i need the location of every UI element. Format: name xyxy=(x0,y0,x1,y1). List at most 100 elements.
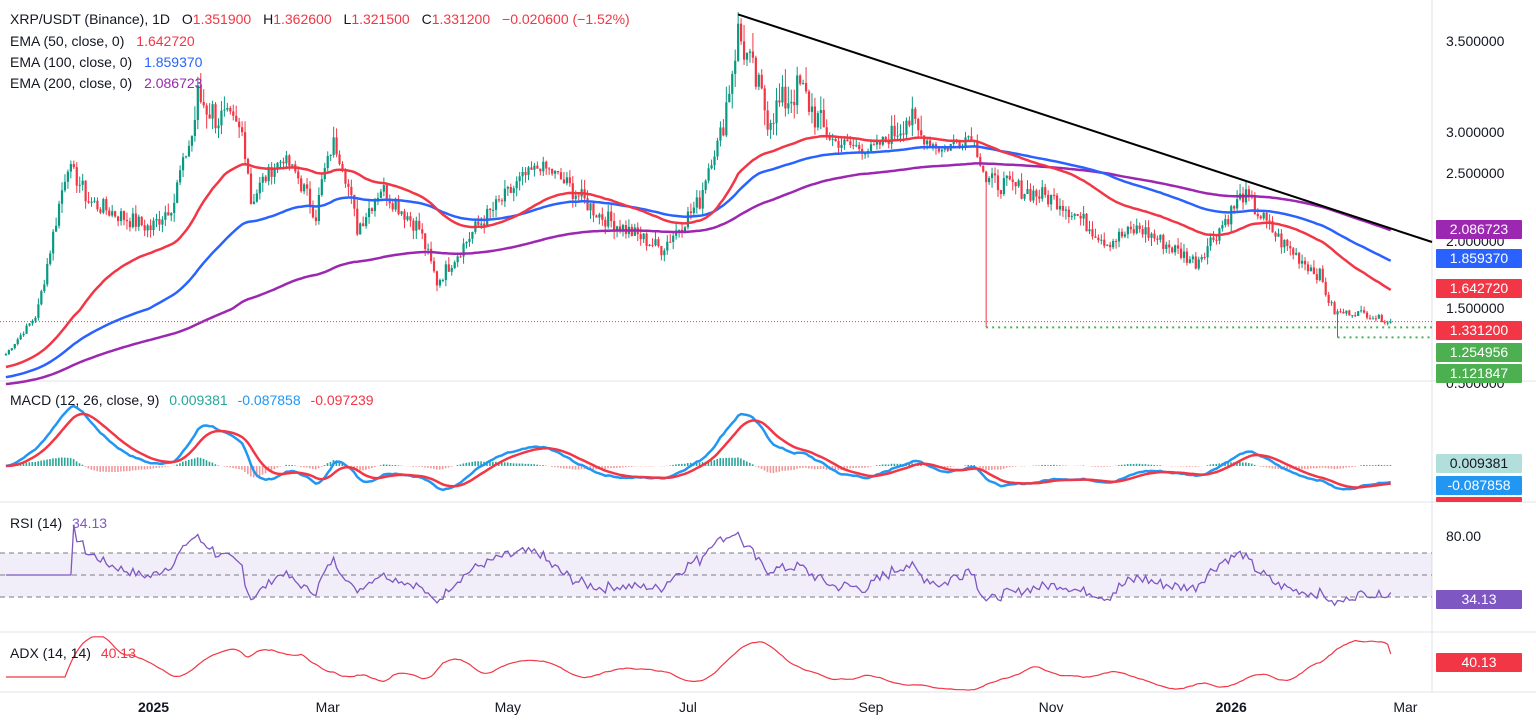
macd-histogram-bar xyxy=(158,466,161,468)
macd-histogram-bar xyxy=(1363,465,1365,466)
macd-histogram-bar xyxy=(1348,466,1350,468)
candle-body xyxy=(60,190,64,204)
macd-histogram-bar xyxy=(84,466,87,467)
candle-body xyxy=(931,144,935,147)
macd-histogram-bar xyxy=(539,465,541,466)
candle-body xyxy=(279,161,282,163)
macd-histogram-bar xyxy=(1106,466,1108,467)
macd-histogram-bar xyxy=(1150,464,1153,466)
macd-histogram-bar xyxy=(155,466,158,469)
candle-body xyxy=(367,208,371,218)
candle-body xyxy=(347,183,350,187)
candle-body xyxy=(1221,225,1224,229)
macd-histogram-bar xyxy=(424,466,426,468)
macd-histogram-bar xyxy=(1180,466,1182,467)
macd-histogram-bar xyxy=(613,466,615,469)
candle-body xyxy=(1233,206,1236,209)
candle-body xyxy=(990,173,994,179)
macd-histogram-bar xyxy=(87,466,90,469)
candle-body xyxy=(497,199,501,201)
macd-histogram-bar xyxy=(999,466,1002,470)
macd-line-value: -0.087858 xyxy=(237,392,301,408)
macd-histogram-bar xyxy=(509,462,512,466)
macd-histogram-bar xyxy=(1321,466,1324,468)
macd-histogram-bar xyxy=(81,464,84,466)
macd-signal-tag xyxy=(1436,497,1522,502)
macd-histogram-bar xyxy=(1286,466,1288,470)
macd-histogram-bar xyxy=(1371,465,1374,466)
candle-body xyxy=(1123,234,1127,237)
macd-histogram-bar xyxy=(1333,466,1336,470)
ema200-value: 2.086723 xyxy=(144,75,203,91)
candle-body xyxy=(444,264,447,280)
candle-body xyxy=(568,177,571,184)
candle-body xyxy=(1371,318,1375,320)
candle-body xyxy=(615,226,619,232)
candle-body xyxy=(1315,274,1318,280)
candle-body xyxy=(220,110,223,126)
candle-body xyxy=(775,100,778,124)
candle-body xyxy=(450,268,453,272)
candle-body xyxy=(108,210,111,216)
macd-histogram-bar xyxy=(300,466,302,468)
macd-histogram-bar xyxy=(28,462,31,466)
candle-body xyxy=(456,256,459,263)
macd-histogram-bar xyxy=(96,466,99,472)
candle-body xyxy=(167,212,170,216)
macd-histogram-bar xyxy=(878,465,881,466)
candle-body xyxy=(179,170,182,183)
candle-body xyxy=(211,104,214,119)
macd-histogram-bar xyxy=(689,462,692,466)
macd-histogram-bar xyxy=(288,465,290,466)
macd-histogram-bar xyxy=(607,466,609,469)
candle-body xyxy=(586,198,589,211)
candle-body xyxy=(1103,239,1106,246)
macd-histogram-bar xyxy=(1330,466,1333,469)
macd-histogram-bar xyxy=(810,466,813,469)
macd-histogram-bar xyxy=(102,466,104,472)
candle-body xyxy=(548,168,551,170)
macd-histogram-bar xyxy=(255,466,258,478)
macd-histogram-bar xyxy=(99,466,101,472)
macd-histogram-bar xyxy=(855,466,857,468)
macd-histogram-bar xyxy=(580,466,583,470)
candle-body xyxy=(946,147,949,151)
candle-body xyxy=(985,171,988,183)
candle-body xyxy=(837,141,840,148)
macd-histogram-bar xyxy=(985,466,987,470)
ema50-line xyxy=(5,134,1392,369)
macd-histogram-bar xyxy=(1239,461,1241,466)
macd-histogram-bar xyxy=(1380,465,1383,466)
candle-body xyxy=(506,186,509,189)
macd-histogram-bar xyxy=(562,466,565,469)
macd-histogram-bar xyxy=(973,465,975,466)
candle-body xyxy=(1112,240,1115,248)
macd-histogram-bar xyxy=(746,461,748,466)
macd-histogram-bar xyxy=(111,466,113,473)
macd-histogram-bar xyxy=(713,460,716,466)
macd-histogram-bar xyxy=(731,457,733,466)
candle-body xyxy=(1064,209,1067,211)
candle-body xyxy=(1079,215,1082,219)
candle-body xyxy=(1227,219,1230,225)
macd-histogram-bar xyxy=(1135,463,1138,466)
macd-histogram-bar xyxy=(108,466,110,473)
macd-histogram-bar xyxy=(480,461,482,466)
macd-histogram-bar xyxy=(306,466,308,468)
candle-body xyxy=(908,120,911,126)
candle-body xyxy=(512,188,515,193)
candle-body xyxy=(125,219,129,222)
candle-body xyxy=(831,138,834,140)
macd-histogram-bar xyxy=(61,457,63,466)
macd-histogram-bar xyxy=(1301,466,1303,470)
macd-histogram-bar xyxy=(244,466,246,472)
candle-body xyxy=(134,213,137,227)
candle-body xyxy=(996,175,1000,191)
macd-histogram-bar xyxy=(728,457,730,466)
macd-histogram-bar xyxy=(574,466,577,470)
candle-body xyxy=(1374,318,1378,320)
candle-body xyxy=(503,188,506,202)
candle-body xyxy=(645,233,648,246)
macd-histogram-bar xyxy=(1324,466,1327,469)
